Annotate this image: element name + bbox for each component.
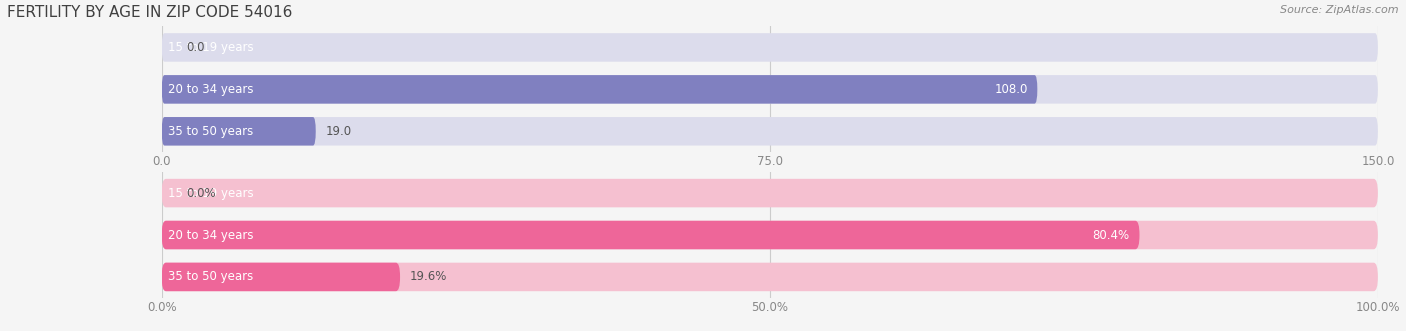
Bar: [162, 214, 1378, 256]
Text: 35 to 50 years: 35 to 50 years: [167, 125, 253, 138]
FancyBboxPatch shape: [162, 221, 1378, 249]
Bar: [162, 69, 1378, 110]
Text: 108.0: 108.0: [994, 83, 1028, 96]
FancyBboxPatch shape: [162, 75, 1378, 104]
FancyBboxPatch shape: [162, 221, 1139, 249]
Text: 19.0: 19.0: [325, 125, 352, 138]
Text: 0.0%: 0.0%: [186, 187, 215, 200]
Text: Source: ZipAtlas.com: Source: ZipAtlas.com: [1281, 5, 1399, 15]
Bar: [162, 256, 1378, 298]
Text: 15 to 19 years: 15 to 19 years: [167, 187, 253, 200]
Text: FERTILITY BY AGE IN ZIP CODE 54016: FERTILITY BY AGE IN ZIP CODE 54016: [7, 5, 292, 20]
FancyBboxPatch shape: [162, 33, 1378, 62]
Text: 80.4%: 80.4%: [1092, 228, 1130, 242]
FancyBboxPatch shape: [162, 263, 401, 291]
Text: 20 to 34 years: 20 to 34 years: [167, 83, 253, 96]
FancyBboxPatch shape: [162, 263, 1378, 291]
FancyBboxPatch shape: [162, 179, 1378, 207]
Bar: [162, 26, 1378, 69]
FancyBboxPatch shape: [162, 117, 316, 146]
Text: 0.0: 0.0: [186, 41, 204, 54]
Bar: [162, 172, 1378, 214]
FancyBboxPatch shape: [162, 75, 1038, 104]
Text: 20 to 34 years: 20 to 34 years: [167, 228, 253, 242]
Bar: [162, 110, 1378, 152]
Text: 19.6%: 19.6%: [409, 270, 447, 283]
FancyBboxPatch shape: [162, 117, 1378, 146]
Text: 15 to 19 years: 15 to 19 years: [167, 41, 253, 54]
Text: 35 to 50 years: 35 to 50 years: [167, 270, 253, 283]
